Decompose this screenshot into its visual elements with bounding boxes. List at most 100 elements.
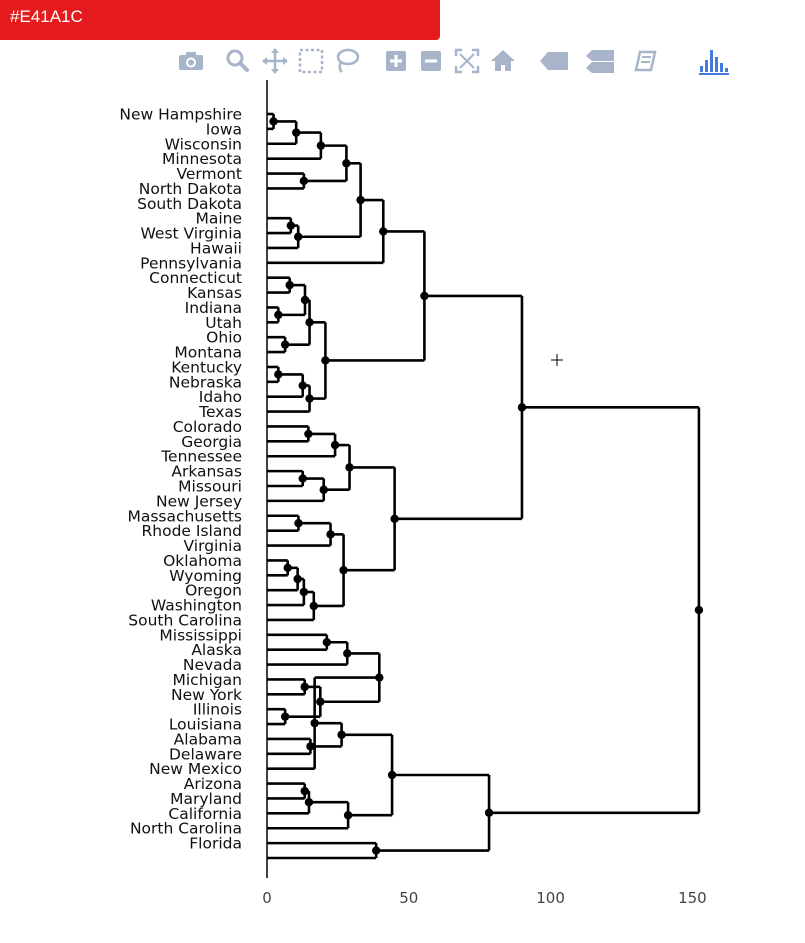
leaf-label: Missouri	[178, 478, 242, 496]
leaf-label: Florida	[189, 835, 242, 853]
dendrogram-node[interactable]	[321, 356, 330, 365]
x-tick-label: 50	[399, 889, 418, 907]
lasso-select-icon[interactable]	[332, 46, 362, 76]
leaf-label: Montana	[174, 344, 242, 362]
box-select-icon[interactable]	[296, 46, 326, 76]
leaf-label: Rhode Island	[142, 522, 243, 540]
leaf-label: New Hampshire	[119, 106, 242, 124]
leaf-label: Wisconsin	[165, 135, 242, 153]
dendrogram-node[interactable]	[300, 786, 309, 796]
dendrogram-node[interactable]	[316, 697, 325, 706]
dendrogram-node[interactable]	[294, 519, 303, 528]
leaf-label: Nebraska	[169, 373, 242, 391]
dendrogram-node[interactable]	[694, 605, 704, 615]
dendrogram-node[interactable]	[293, 574, 302, 584]
leaf-label: North Dakota	[139, 180, 242, 198]
dendrogram-node[interactable]	[343, 649, 352, 658]
dendrogram-node[interactable]	[309, 601, 318, 611]
dendrogram-node[interactable]	[316, 141, 326, 150]
dendrogram-node[interactable]	[283, 563, 292, 573]
leaf-label: Alabama	[174, 730, 242, 748]
leaf-label: Idaho	[199, 388, 242, 406]
dendrogram-node[interactable]	[379, 227, 388, 236]
dendrogram-node[interactable]	[345, 463, 354, 472]
x-tick-label: 150	[678, 889, 707, 907]
modebar	[176, 46, 746, 76]
dendrogram-node[interactable]	[390, 514, 399, 523]
dendrogram-node[interactable]	[280, 712, 290, 721]
dendrogram-node[interactable]	[343, 811, 353, 820]
leaf-label: Georgia	[181, 433, 242, 451]
camera-icon[interactable]	[176, 46, 206, 76]
dendrogram-node[interactable]	[305, 318, 314, 327]
leaf-label: Nevada	[183, 656, 242, 674]
dendrogram-node[interactable]	[280, 340, 290, 349]
dendrogram-node[interactable]	[299, 176, 309, 186]
zoom-in-icon[interactable]	[381, 46, 411, 76]
edit-in-chart-studio-icon[interactable]	[632, 46, 662, 76]
dendrogram-node[interactable]	[326, 530, 335, 539]
dendrogram-node[interactable]	[371, 846, 381, 855]
dendrogram-node[interactable]	[274, 370, 283, 379]
reset-axes-icon[interactable]	[488, 46, 518, 76]
dendrogram-node[interactable]	[298, 381, 307, 390]
dendrogram-node[interactable]	[300, 682, 309, 692]
leaf-label: Massachusetts	[127, 507, 242, 525]
hover-closest-icon[interactable]	[538, 46, 568, 76]
dendrogram-node[interactable]	[342, 159, 351, 168]
leaf-label: Kentucky	[171, 358, 242, 376]
dendrogram-node[interactable]	[293, 232, 303, 241]
leaf-label: South Dakota	[137, 195, 242, 213]
leaf-label: Virginia	[184, 537, 242, 555]
x-tick-label: 0	[262, 889, 272, 907]
dendrogram-node[interactable]	[339, 565, 348, 575]
leaf-label: Iowa	[206, 120, 242, 138]
dendrogram-node[interactable]	[310, 718, 319, 728]
leaf-label: California	[168, 805, 242, 823]
dendrogram-node[interactable]	[274, 310, 283, 320]
dendrogram-node[interactable]	[387, 770, 397, 780]
dendrogram-node[interactable]	[269, 117, 278, 126]
leaf-label: Hawaii	[190, 239, 242, 257]
dendrogram-node[interactable]	[304, 798, 314, 807]
dendrogram-node[interactable]	[322, 638, 332, 647]
dendrogram-node[interactable]	[298, 474, 307, 483]
hover-label-text: #E41A1C	[10, 7, 83, 26]
leaf-label: Wyoming	[169, 567, 242, 585]
leaf-label: New York	[171, 686, 242, 704]
dendrogram-node[interactable]	[306, 742, 315, 751]
plotly-logo-icon[interactable]	[696, 46, 732, 76]
dendrogram-node[interactable]	[330, 440, 340, 450]
leaf-label: West Virginia	[141, 225, 242, 243]
dendrogram-node[interactable]	[292, 128, 301, 137]
dendrogram-node[interactable]	[305, 394, 314, 403]
pan-icon[interactable]	[260, 46, 290, 76]
leaf-label: Utah	[205, 314, 242, 332]
dendrogram-node[interactable]	[299, 587, 309, 597]
leaf-label: Texas	[198, 403, 242, 421]
dendrogram-node[interactable]	[304, 429, 313, 439]
dendrogram-node[interactable]	[356, 195, 365, 205]
dendrogram-node[interactable]	[300, 295, 310, 305]
leaf-label: Washington	[151, 597, 242, 615]
leaf-label: New Mexico	[149, 760, 242, 778]
dendrogram-node[interactable]	[337, 730, 346, 739]
leaf-label: Delaware	[169, 745, 242, 763]
dendrogram-node[interactable]	[285, 280, 294, 290]
dendrogram-node[interactable]	[420, 291, 429, 301]
leaf-label: Alaska	[191, 641, 242, 659]
dendrogram-node[interactable]	[286, 221, 296, 230]
leaf-label: New Jersey	[156, 492, 242, 510]
autoscale-icon[interactable]	[452, 46, 482, 76]
dendrogram-node[interactable]	[517, 403, 527, 412]
zoom-icon[interactable]	[222, 46, 252, 76]
leaf-label: Maine	[195, 210, 242, 228]
dendrogram-node[interactable]	[484, 808, 494, 817]
leaf-label: Oklahoma	[163, 552, 242, 570]
leaf-label: South Carolina	[128, 611, 242, 629]
dendrogram-node[interactable]	[319, 485, 328, 494]
hover-compare-icon[interactable]	[584, 46, 614, 76]
dendrogram-node[interactable]	[375, 673, 384, 682]
zoom-out-icon[interactable]	[416, 46, 446, 76]
